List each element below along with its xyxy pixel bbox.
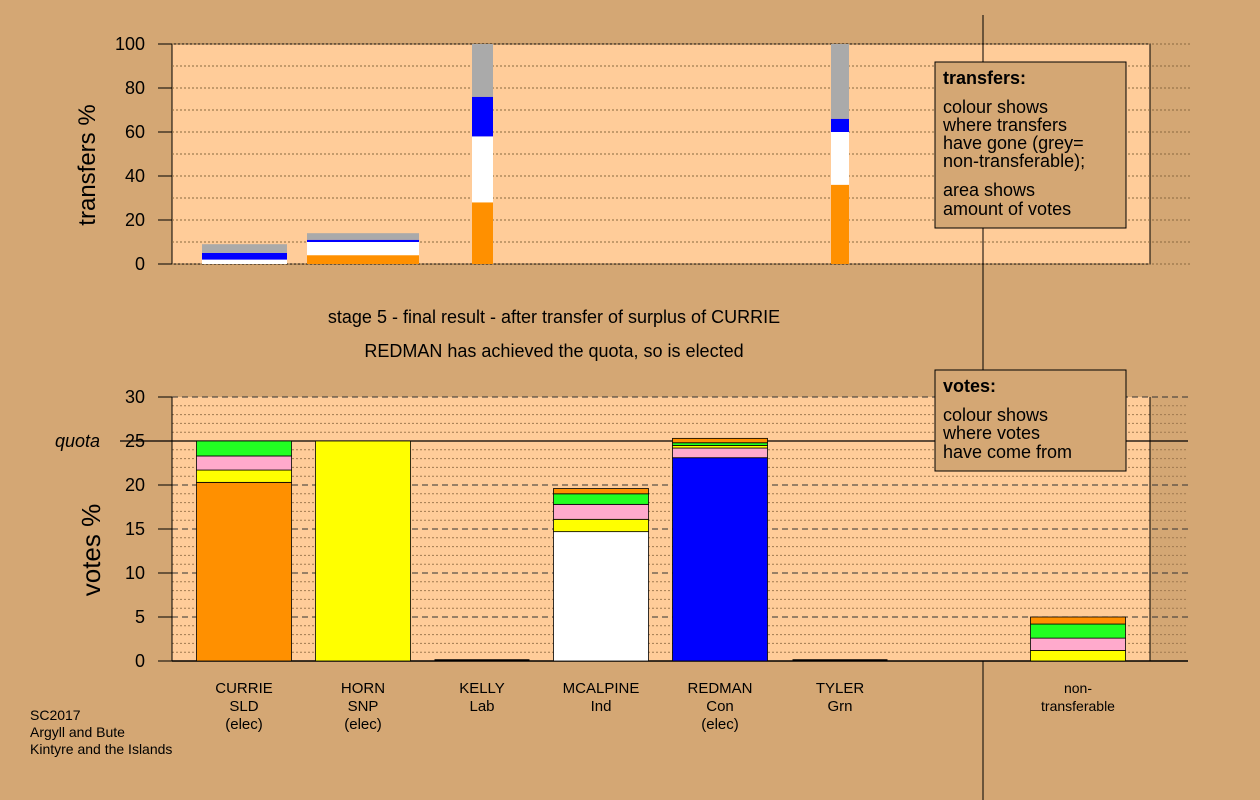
- y-tick-label: 30: [125, 387, 145, 407]
- transfer-segment: [831, 132, 849, 185]
- vote-segment: [1030, 637, 1126, 651]
- transfer-segment: [307, 242, 419, 256]
- y-tick-label: 20: [125, 210, 145, 230]
- vote-segment: [672, 437, 768, 444]
- vote-segment: [672, 447, 768, 459]
- transfers-legend-title: transfers:: [943, 68, 1026, 88]
- y-tick-label: 25: [125, 431, 145, 451]
- transfers-legend: transfers: colour shows where transfers …: [934, 61, 1127, 229]
- candidate-label: non-: [1064, 680, 1092, 696]
- candidate-label: MCALPINE: [563, 680, 640, 697]
- candidate-label: Ind: [591, 698, 612, 715]
- transfer-bar-tyler: [831, 44, 849, 264]
- transfers-legend-box: [934, 61, 1127, 229]
- votes-legend-title: votes:: [943, 376, 996, 396]
- candidate-label: SNP: [348, 698, 379, 715]
- transfers-legend-line: colour shows: [943, 97, 1048, 117]
- transfer-bar-currie: [202, 244, 287, 264]
- candidate-label: HORN: [341, 680, 385, 697]
- vote-segment: [1030, 650, 1126, 662]
- transfer-segment: [307, 233, 419, 240]
- vote-segment: [553, 493, 649, 505]
- transfer-segment: [307, 239, 419, 242]
- vote-bar-mcalpine: [553, 488, 649, 662]
- candidate-label: SLD: [229, 698, 258, 715]
- y-tick-label: 10: [125, 563, 145, 583]
- vote-segment: [672, 457, 768, 662]
- vote-segment: [553, 488, 649, 495]
- vote-bar-horn: [315, 440, 411, 662]
- source-line: Argyll and Bute: [30, 724, 125, 740]
- vote-segment: [196, 455, 292, 471]
- vote-bar-redman: [672, 437, 768, 662]
- candidate-label: Grn: [827, 698, 852, 715]
- votes-y-axis-label: votes %: [76, 504, 106, 597]
- votes-legend-line: where votes: [942, 423, 1040, 443]
- candidate-label: Lab: [469, 698, 494, 715]
- candidate-label: REDMAN: [687, 680, 752, 697]
- y-tick-label: 0: [135, 254, 145, 274]
- transfers-legend-line: amount of votes: [943, 199, 1071, 219]
- transfer-segment: [831, 184, 849, 264]
- y-tick-label: 100: [115, 34, 145, 54]
- stage-subtitle: REDMAN has achieved the quota, so is ele…: [364, 341, 743, 361]
- vote-segment: [553, 518, 649, 533]
- candidate-label: TYLER: [816, 680, 865, 697]
- vote-segment: [553, 531, 649, 662]
- y-tick-label: 40: [125, 166, 145, 186]
- y-tick-label: 80: [125, 78, 145, 98]
- votes-legend: votes: colour shows where votes have com…: [934, 369, 1127, 472]
- vote-segment: [196, 469, 292, 483]
- votes-legend-line: have come from: [943, 442, 1072, 462]
- transfer-segment: [472, 44, 493, 97]
- candidate-label: KELLY: [459, 680, 505, 697]
- source-note: SC2017 Argyll and Bute Kintyre and the I…: [30, 707, 172, 757]
- transfers-legend-line: area shows: [943, 180, 1035, 200]
- y-tick-label: 5: [135, 607, 145, 627]
- vote-bar-non-transferable: [1030, 616, 1126, 662]
- transfers-legend-line: where transfers: [942, 115, 1067, 135]
- candidate-label: (elec): [701, 716, 739, 733]
- quota-label: quota: [55, 431, 100, 451]
- transfer-segment: [202, 253, 287, 260]
- y-tick-label: 60: [125, 122, 145, 142]
- vote-segment: [553, 503, 649, 520]
- transfer-bar-horn: [307, 233, 419, 264]
- stage-title: stage 5 - final result - after transfer …: [328, 307, 780, 327]
- candidate-label: (elec): [344, 716, 382, 733]
- vote-segment: [1030, 616, 1126, 625]
- votes-legend-line: colour shows: [943, 405, 1048, 425]
- vote-bar-currie: [196, 440, 292, 662]
- vote-segment: [1030, 623, 1126, 639]
- vote-segment: [196, 481, 292, 662]
- y-tick-label: 20: [125, 475, 145, 495]
- transfers-legend-line: have gone (grey=: [943, 133, 1084, 153]
- transfers-y-axis-label: transfers %: [74, 104, 101, 225]
- candidate-label: (elec): [225, 716, 263, 733]
- source-line: SC2017: [30, 707, 81, 723]
- transfer-segment: [831, 118, 849, 132]
- candidate-label: transferable: [1041, 698, 1115, 714]
- vote-segment: [196, 440, 292, 457]
- transfers-legend-line: non-transferable);: [943, 151, 1085, 171]
- y-tick-label: 15: [125, 519, 145, 539]
- transfer-segment: [202, 244, 287, 253]
- y-tick-label: 0: [135, 651, 145, 671]
- transfer-segment: [831, 44, 849, 119]
- candidate-label: Con: [706, 698, 734, 715]
- transfer-segment: [307, 255, 419, 264]
- transfer-segment: [202, 259, 287, 264]
- transfer-bar-kelly: [472, 44, 493, 264]
- source-line: Kintyre and the Islands: [30, 741, 172, 757]
- candidate-label: CURRIE: [215, 680, 273, 697]
- transfer-segment: [472, 96, 493, 137]
- votes-legend-box: [934, 369, 1127, 472]
- transfer-segment: [472, 202, 493, 264]
- vote-segment: [315, 440, 411, 662]
- transfer-segment: [472, 136, 493, 203]
